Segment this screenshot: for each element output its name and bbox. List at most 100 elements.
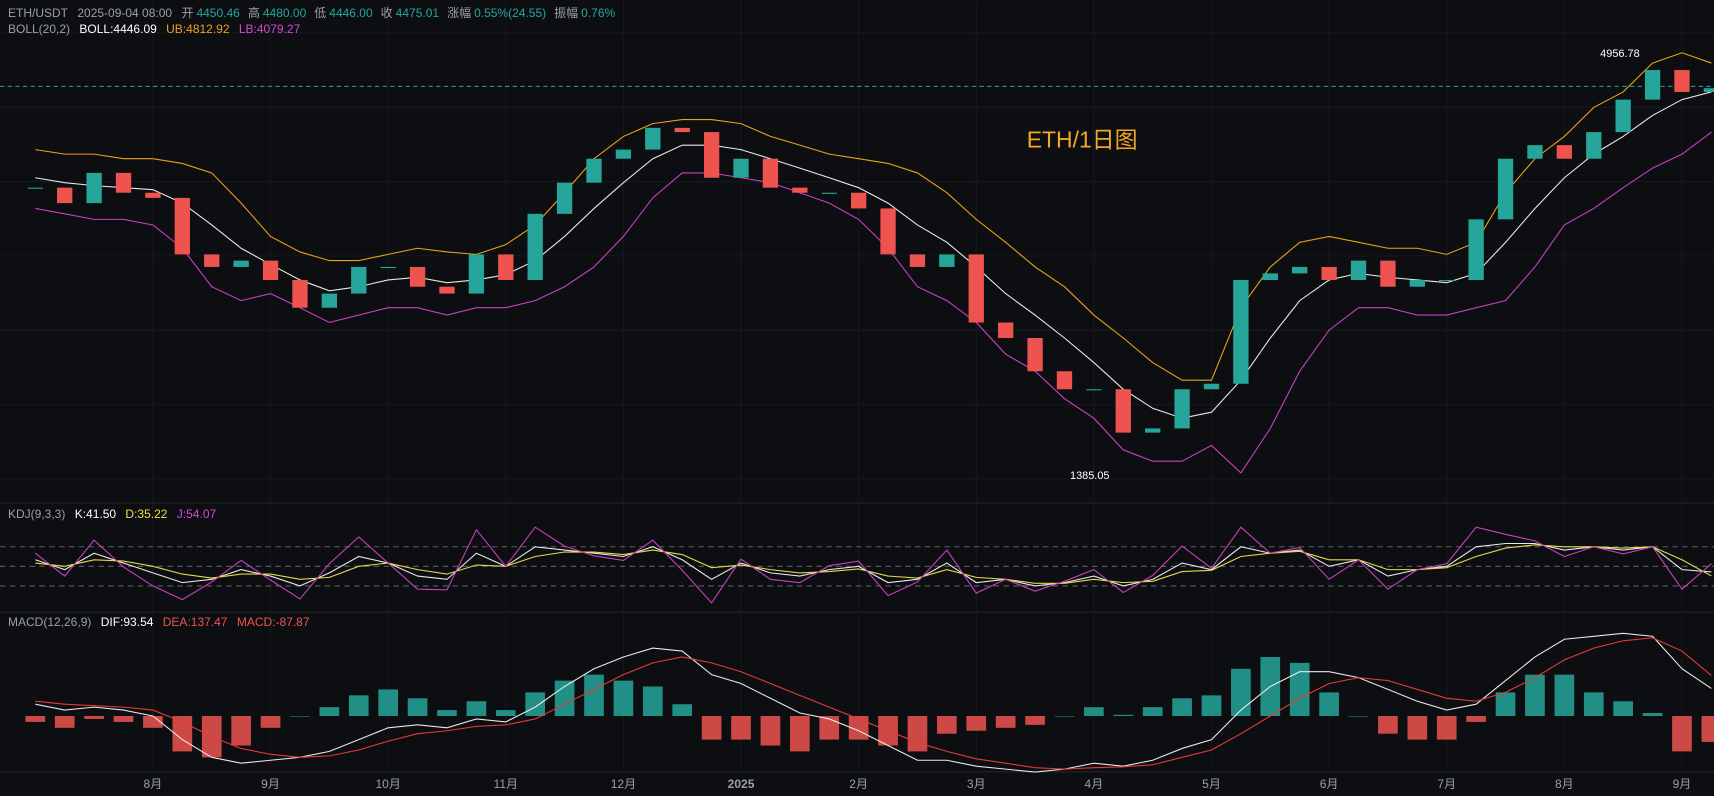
macd-bar bbox=[54, 716, 75, 728]
macd-bar bbox=[995, 716, 1016, 728]
candle bbox=[792, 187, 808, 193]
candle bbox=[733, 158, 749, 178]
candle bbox=[468, 254, 485, 294]
candle bbox=[1174, 389, 1190, 429]
macd-bar bbox=[1495, 692, 1516, 717]
field-value: 4450.46 bbox=[196, 6, 240, 20]
candle bbox=[1703, 88, 1714, 92]
macd-bar bbox=[613, 680, 634, 717]
candle bbox=[292, 279, 308, 308]
macd-bar bbox=[378, 689, 399, 717]
kdj-header: KDJ(9,3,3) K:41.50 D:35.22 J:54.07 bbox=[8, 507, 222, 521]
candle bbox=[1468, 219, 1484, 280]
candle bbox=[145, 192, 161, 198]
grid-layer bbox=[0, 0, 1714, 773]
macd-bar bbox=[1231, 668, 1251, 717]
macd-bar bbox=[1142, 707, 1163, 717]
kdj-line bbox=[35, 542, 1712, 587]
x-tick-label: 7月 bbox=[1437, 777, 1456, 791]
candle bbox=[262, 260, 279, 280]
macd-bar bbox=[1407, 716, 1428, 740]
candle bbox=[204, 254, 220, 267]
x-tick-label: 6月 bbox=[1320, 777, 1339, 791]
candle bbox=[1409, 279, 1425, 287]
candle bbox=[556, 182, 573, 214]
x-tick-label: 9月 bbox=[261, 777, 280, 791]
macd-bar bbox=[907, 716, 928, 752]
field-value: 4475.01 bbox=[395, 6, 440, 20]
macd-bar bbox=[25, 716, 46, 722]
macd-bar bbox=[495, 710, 516, 717]
macd-bar bbox=[348, 695, 369, 717]
macd-bar bbox=[143, 716, 163, 728]
candle bbox=[86, 172, 102, 204]
kdj-line bbox=[35, 544, 1712, 584]
candle bbox=[1527, 145, 1543, 159]
macd-bar bbox=[1613, 701, 1634, 717]
candle bbox=[1027, 337, 1043, 372]
candle bbox=[1350, 260, 1367, 280]
macd-bar bbox=[1054, 716, 1075, 717]
field-label: 低 bbox=[314, 6, 327, 20]
candle bbox=[1644, 70, 1661, 100]
candle bbox=[1056, 371, 1073, 390]
candle bbox=[27, 187, 43, 189]
macd-name: MACD(12,26,9) bbox=[8, 615, 92, 629]
x-tick-label: 12月 bbox=[611, 777, 636, 791]
macd-bar bbox=[1201, 695, 1222, 717]
field-value: 0.76% bbox=[581, 6, 616, 20]
x-tick-label: 9月 bbox=[1673, 777, 1692, 791]
candle bbox=[1292, 266, 1308, 274]
macd-bar bbox=[1672, 716, 1692, 752]
field-label: 振幅 bbox=[554, 6, 579, 20]
macd-bar bbox=[1378, 716, 1398, 734]
candle bbox=[821, 192, 837, 194]
price-header: ETH/USDT 2025-09-04 08:00 开 4450.46 高 4480.… bbox=[8, 4, 629, 21]
candle bbox=[115, 172, 132, 193]
macd-bar bbox=[1642, 713, 1663, 717]
boll-line bbox=[35, 91, 1712, 419]
candle bbox=[1203, 383, 1220, 390]
boll-line bbox=[35, 131, 1712, 474]
field-label: 收 bbox=[380, 6, 393, 20]
macd-value: MACD:-87.87 bbox=[236, 615, 310, 629]
macd-dea: DEA:137.47 bbox=[162, 615, 228, 629]
x-tick-label: 10月 bbox=[375, 777, 400, 791]
macd-bar bbox=[1172, 698, 1192, 717]
macd-bar bbox=[1289, 662, 1310, 717]
macd-bar bbox=[1319, 692, 1339, 717]
candle bbox=[380, 266, 396, 269]
macd-bar bbox=[260, 716, 281, 728]
boll-lb: LB:4079.27 bbox=[238, 22, 301, 36]
kdj-k: K:41.50 bbox=[74, 507, 117, 521]
macd-bar bbox=[407, 698, 428, 717]
field-value: 0.55%(24.55) bbox=[474, 6, 547, 20]
x-tick-label: 3月 bbox=[967, 777, 986, 791]
candle bbox=[968, 254, 984, 323]
candle bbox=[57, 187, 73, 204]
candle bbox=[321, 293, 338, 308]
candle bbox=[1586, 132, 1602, 159]
macd-bar bbox=[1466, 716, 1486, 722]
kdj-d: D:35.22 bbox=[125, 507, 168, 521]
time: 2025-09-04 08:00 bbox=[77, 6, 173, 20]
boll-mid: BOLL:4446.09 bbox=[79, 22, 157, 36]
macd-line bbox=[35, 637, 1712, 770]
macd-bar bbox=[1554, 674, 1575, 717]
candle bbox=[1086, 389, 1102, 391]
candle bbox=[1115, 389, 1131, 433]
field-value: 4480.00 bbox=[262, 6, 307, 20]
macd-bar bbox=[584, 674, 604, 717]
candle bbox=[409, 266, 426, 287]
macd-bar bbox=[231, 716, 251, 746]
macd-bar bbox=[789, 716, 810, 752]
macd-bar bbox=[466, 701, 487, 717]
macd-bar bbox=[1084, 707, 1104, 717]
candle bbox=[586, 158, 602, 183]
macd-bar bbox=[731, 716, 751, 740]
candle bbox=[939, 254, 955, 267]
macd-bar bbox=[319, 707, 340, 717]
kdj-name: KDJ(9,3,3) bbox=[8, 507, 66, 521]
